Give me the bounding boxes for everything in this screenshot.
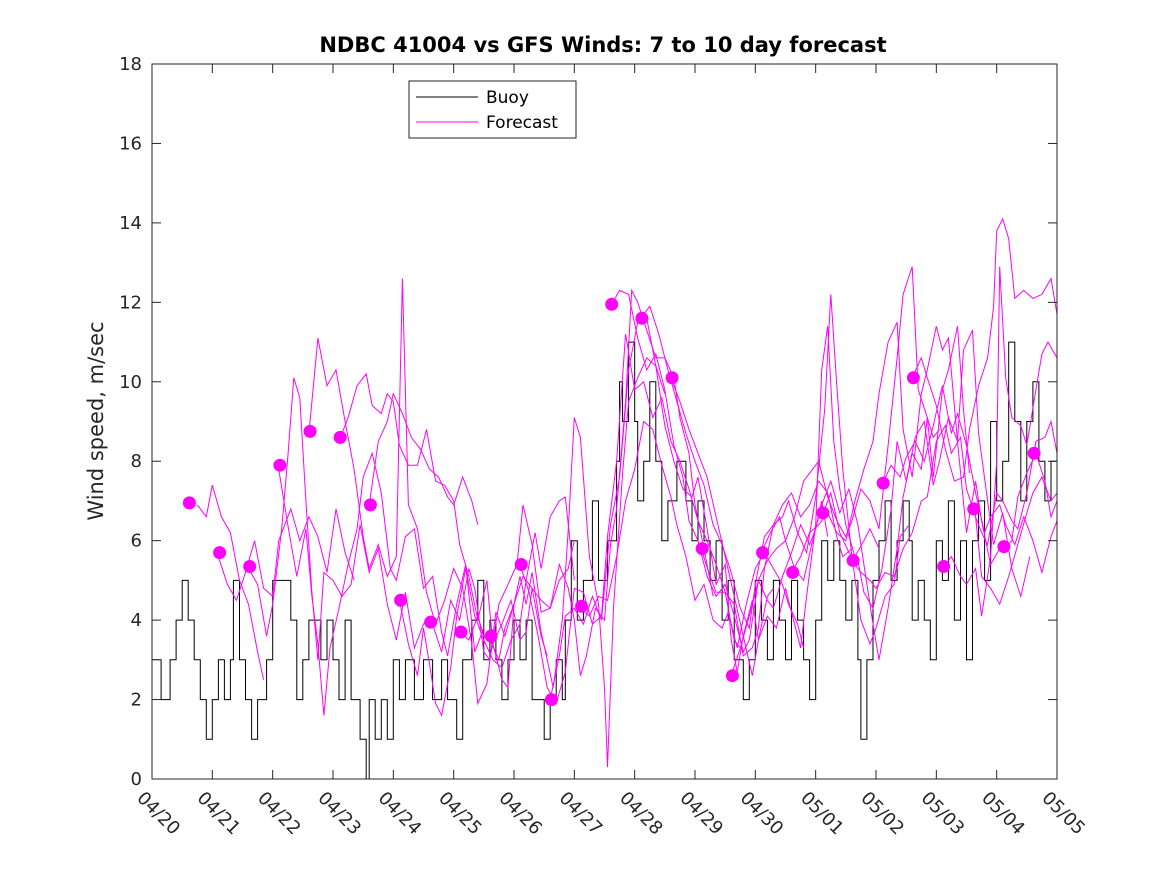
forecast-run-line-17	[700, 294, 910, 657]
forecast-run-line-26	[972, 419, 1058, 547]
forecast-run-line-7	[398, 496, 575, 717]
chart-title: NDBC 41004 vs GFS Winds: 7 to 10 day for…	[319, 33, 886, 57]
forecast-marker-8	[424, 615, 438, 629]
y-tick-label-10: 10	[119, 372, 142, 393]
forecast-marker-25	[937, 560, 951, 573]
forecast-marker-15	[635, 311, 649, 325]
forecast-run-line-22	[851, 424, 1058, 606]
forecast-marker-1	[213, 546, 227, 560]
forecast-marker-27	[997, 540, 1011, 554]
forecast-run-line-3	[278, 451, 485, 716]
forecast-marker-16	[665, 371, 679, 385]
forecast-run-line-5	[338, 372, 548, 657]
forecast-marker-24	[906, 371, 920, 385]
y-tick-label-2: 2	[131, 690, 142, 711]
y-tick-label-12: 12	[119, 292, 142, 313]
forecast-run-line-4	[308, 278, 515, 706]
y-tick-label-6: 6	[131, 531, 142, 552]
forecast-marker-12	[544, 693, 558, 707]
forecast-marker-26	[967, 502, 981, 516]
y-tick-label-4: 4	[131, 610, 142, 631]
forecast-marker-11	[514, 558, 528, 571]
y-tick-label-0: 0	[131, 769, 142, 790]
forecast-marker-18	[725, 669, 739, 683]
legend: Buoy Forecast	[408, 80, 577, 139]
forecast-run-line-12	[549, 317, 774, 700]
plot-frame	[151, 63, 1058, 780]
forecast-marker-13	[575, 599, 589, 613]
y-tick-label-16: 16	[119, 133, 142, 154]
forecast-marker-9	[454, 625, 468, 639]
forecast-run-line-6	[368, 392, 479, 525]
forecast-marker-10	[484, 629, 498, 643]
legend-label-forecast: Forecast	[486, 113, 558, 133]
forecast-marker-5	[333, 430, 347, 444]
forecast-run-line-21	[821, 329, 1031, 610]
forecast-marker-0	[182, 496, 196, 510]
forecast-marker-7	[394, 593, 408, 607]
y-tick-label-18: 18	[119, 54, 142, 75]
forecast-marker-4	[303, 424, 317, 438]
forecast-marker-2	[243, 560, 257, 573]
forecast-run-line-14	[610, 289, 829, 654]
forecast-run-line-24	[911, 217, 1058, 482]
forecast-marker-21	[816, 506, 830, 520]
forecast-marker-14	[605, 297, 619, 311]
forecast-run-line-23	[881, 385, 1058, 575]
forecast-run-line-8	[432, 504, 575, 662]
forecast-run-line-27	[1002, 451, 1058, 549]
forecast-marker-20	[786, 565, 800, 579]
legend-box	[408, 80, 577, 139]
forecast-marker-6	[363, 498, 377, 512]
forecast-run-line-16	[670, 326, 880, 676]
forecast-run-line-20	[791, 321, 1001, 573]
legend-label-buoy: Buoy	[486, 88, 529, 108]
forecast-run-line-2	[248, 377, 430, 660]
forecast-marker-23	[876, 476, 890, 490]
y-axis-label: Wind speed, m/sec	[84, 321, 108, 520]
forecast-run-line-13	[580, 420, 805, 649]
forecast-marker-17	[695, 542, 709, 556]
forecast-run-line-0	[196, 484, 265, 680]
forecast-marker-19	[756, 546, 770, 560]
forecast-marker-22	[846, 554, 860, 567]
forecast-marker-28	[1027, 446, 1041, 460]
forecast-run-line-25	[942, 266, 1058, 617]
y-tick-label-8: 8	[131, 451, 142, 472]
forecast-run-line-15	[640, 305, 853, 630]
y-tick-label-14: 14	[119, 213, 142, 234]
forecast-run-line-1	[217, 507, 355, 602]
forecast-marker-3	[273, 458, 287, 472]
forecast-run-line-9	[459, 357, 666, 768]
